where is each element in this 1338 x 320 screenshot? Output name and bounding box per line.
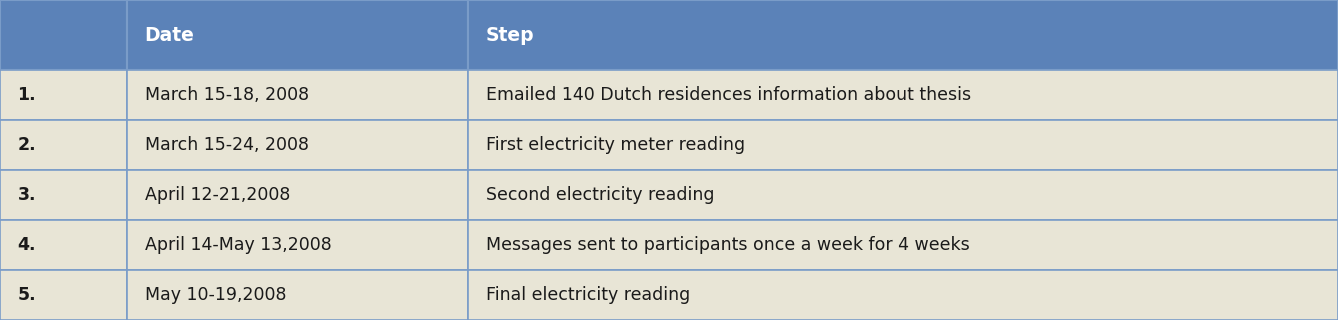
Text: Step: Step <box>486 26 534 45</box>
Bar <box>127 270 468 320</box>
Text: Second electricity reading: Second electricity reading <box>486 186 714 204</box>
Bar <box>468 220 1338 270</box>
Bar <box>0 220 127 270</box>
Bar <box>127 220 468 270</box>
Text: First electricity meter reading: First electricity meter reading <box>486 136 745 154</box>
Bar <box>0 0 127 70</box>
Text: April 12-21,2008: April 12-21,2008 <box>145 186 290 204</box>
Text: Messages sent to participants once a week for 4 weeks: Messages sent to participants once a wee… <box>486 236 970 254</box>
Bar <box>468 0 1338 70</box>
Bar <box>127 70 468 120</box>
Text: April 14-May 13,2008: April 14-May 13,2008 <box>145 236 332 254</box>
Bar <box>468 170 1338 220</box>
Bar <box>468 270 1338 320</box>
Bar <box>0 270 127 320</box>
Text: May 10-19,2008: May 10-19,2008 <box>145 286 286 304</box>
Bar <box>127 170 468 220</box>
Text: March 15-24, 2008: March 15-24, 2008 <box>145 136 309 154</box>
Bar <box>0 70 127 120</box>
Text: 4.: 4. <box>17 236 36 254</box>
Text: 1.: 1. <box>17 86 36 104</box>
Text: Final electricity reading: Final electricity reading <box>486 286 690 304</box>
Bar <box>0 120 127 170</box>
Text: 2.: 2. <box>17 136 36 154</box>
Text: Emailed 140 Dutch residences information about thesis: Emailed 140 Dutch residences information… <box>486 86 971 104</box>
Text: 3.: 3. <box>17 186 36 204</box>
Bar <box>0 170 127 220</box>
Text: March 15-18, 2008: March 15-18, 2008 <box>145 86 309 104</box>
Bar <box>127 0 468 70</box>
Text: Date: Date <box>145 26 194 45</box>
Text: 5.: 5. <box>17 286 36 304</box>
Bar <box>127 120 468 170</box>
Bar <box>468 70 1338 120</box>
Bar <box>468 120 1338 170</box>
